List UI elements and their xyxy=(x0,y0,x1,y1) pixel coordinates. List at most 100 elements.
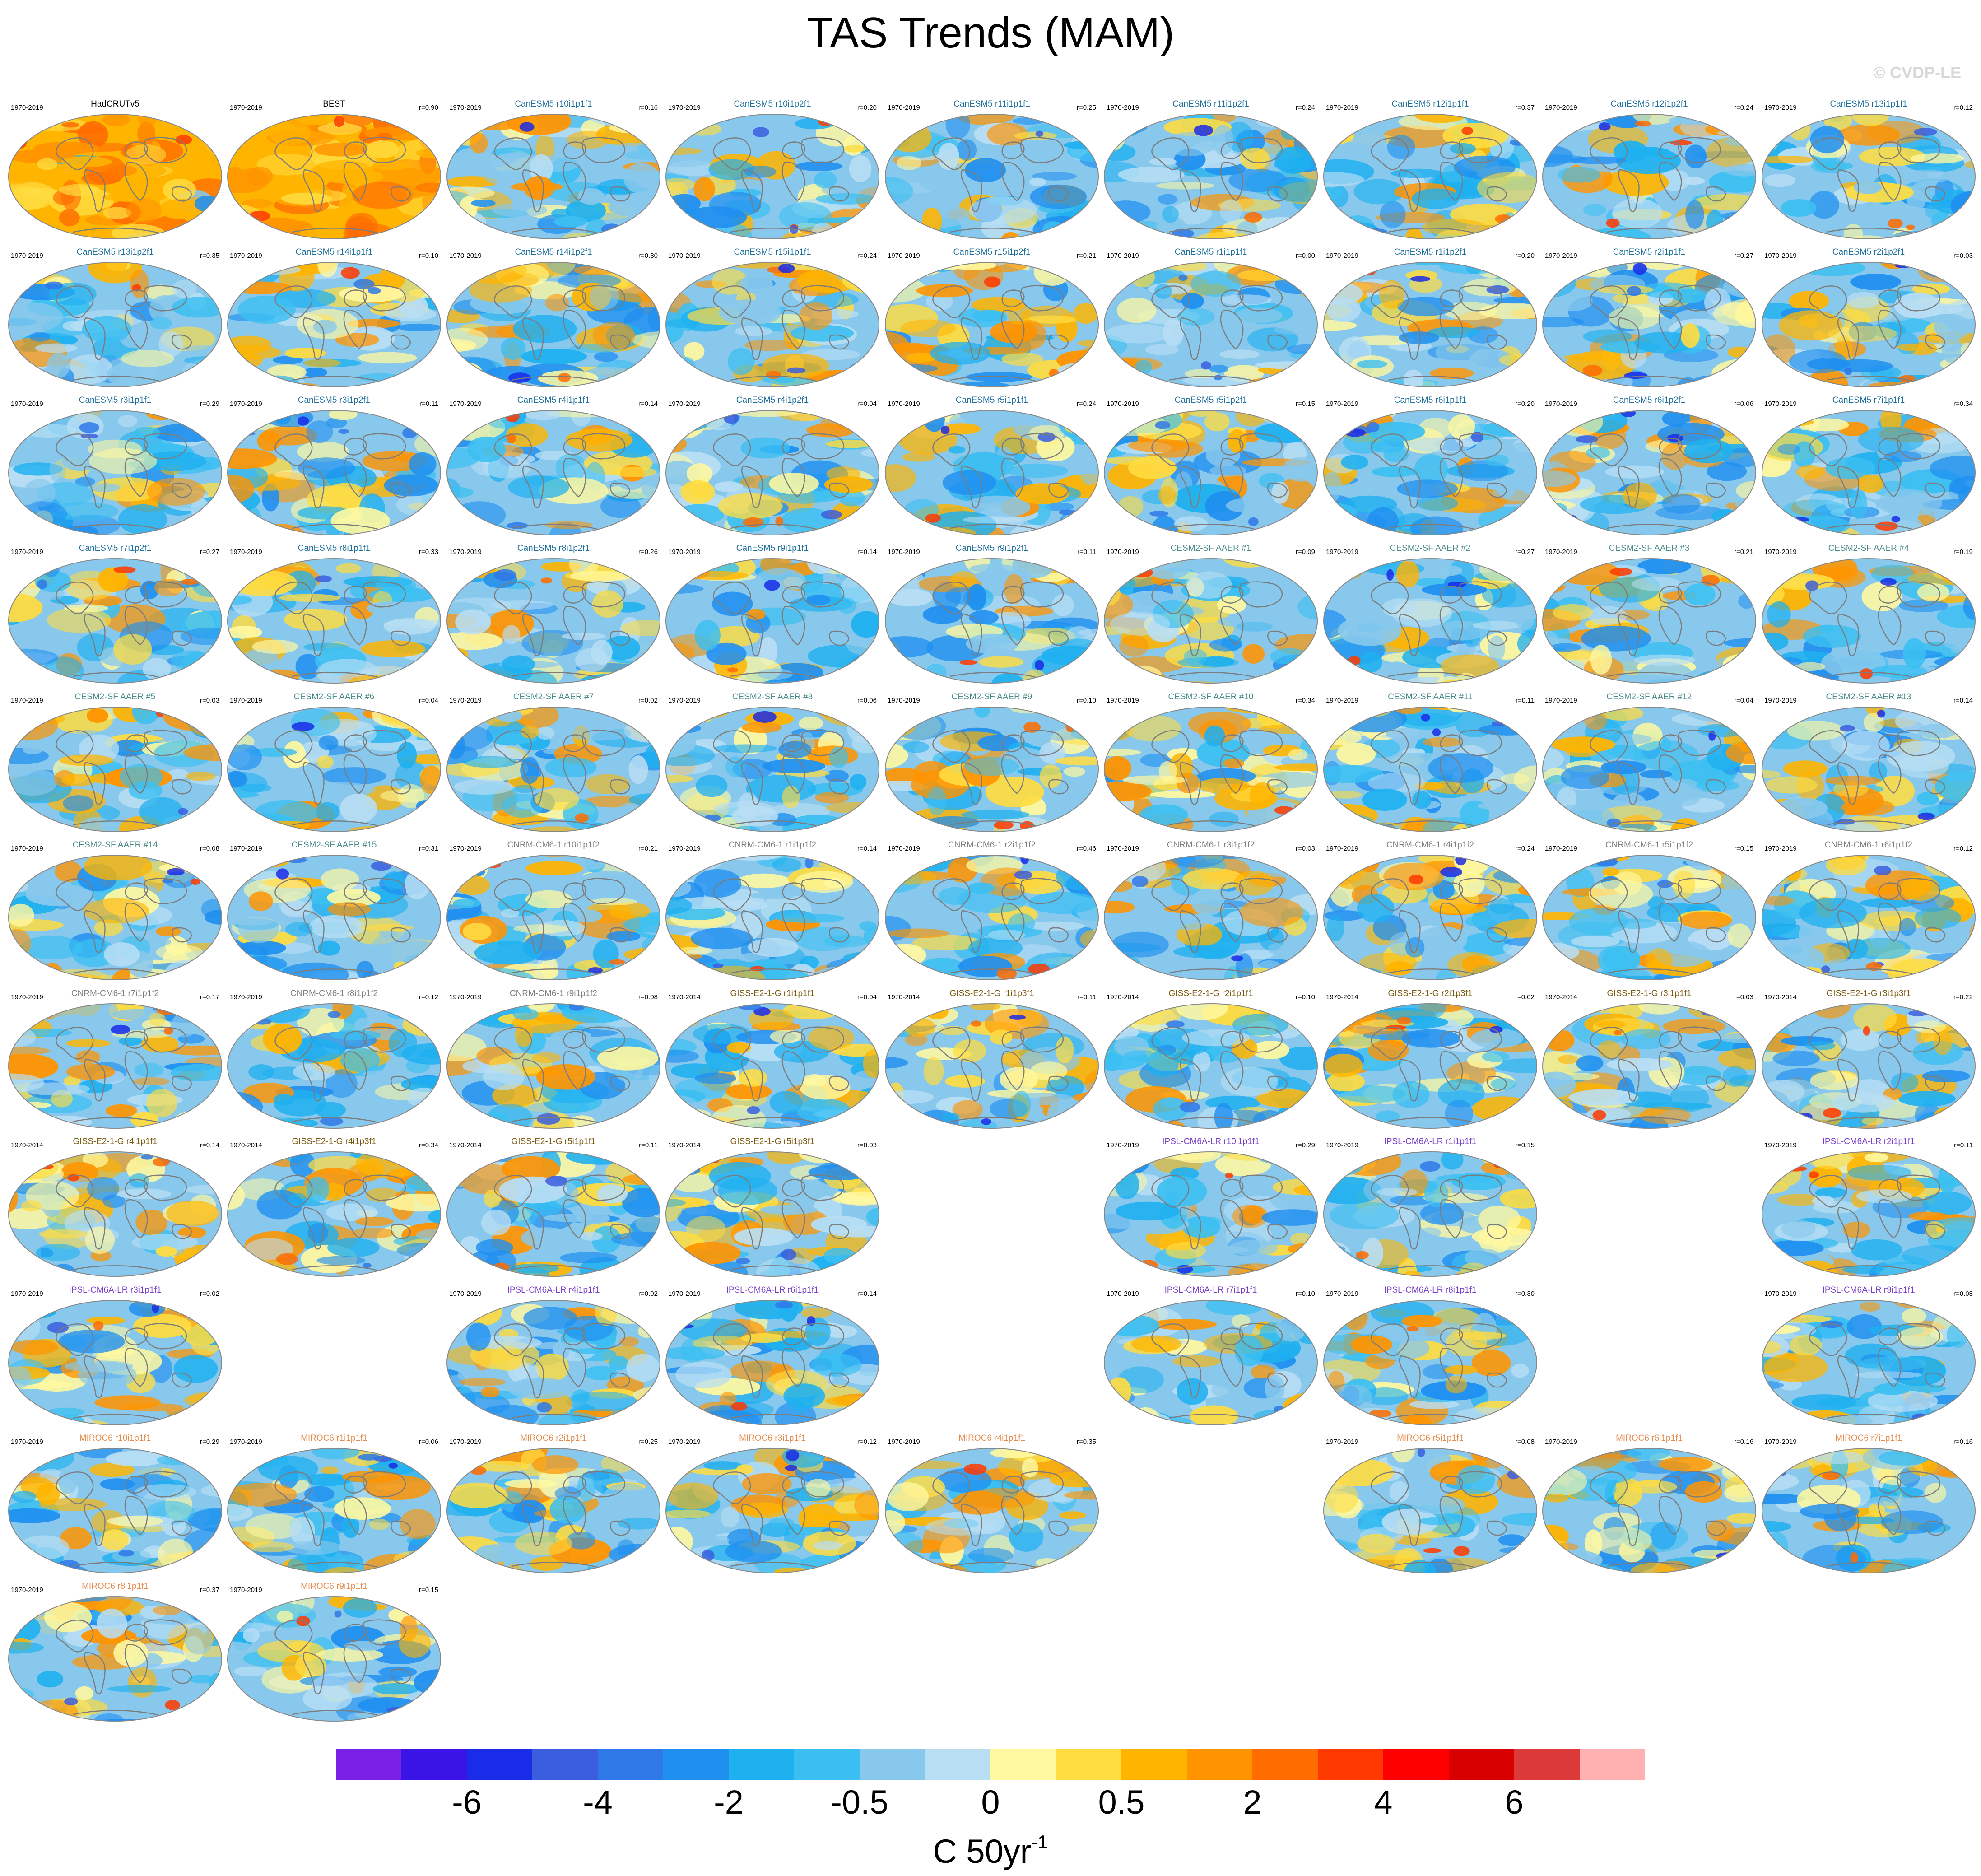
map-panel: 1970-2019 MIROC6 r1i1p1f1 r=0.06 xyxy=(224,1429,444,1576)
panel-title: GISS-E2-1-G r3i1p1f1 xyxy=(1607,989,1692,998)
map-panel: 1970-2019 CanESM5 r11i1p2f1 r=0.24 xyxy=(1101,95,1321,242)
map-outline xyxy=(665,1448,879,1573)
panel-pattern-correlation: r=0.14 xyxy=(857,1290,877,1298)
colorbar-tick-label: -2 xyxy=(714,1783,744,1821)
trend-field xyxy=(666,1004,879,1128)
map-outline xyxy=(1323,1003,1537,1129)
trend-map xyxy=(1762,262,1976,387)
map-outline xyxy=(665,262,879,387)
map-panel: 1970-2019 CanESM5 r2i1p1f1 r=0.27 xyxy=(1539,243,1759,390)
trend-field xyxy=(1324,114,1537,239)
trend-map xyxy=(446,855,660,980)
map-panel: 1970-2019 CESM2-SF AAER #1 r=0.09 xyxy=(1101,539,1321,686)
colorbar xyxy=(336,1749,1645,1780)
trend-field xyxy=(885,262,1098,387)
panel-pattern-correlation: r=0.14 xyxy=(857,548,877,556)
panel-period: 1970-2019 xyxy=(1545,1438,1577,1446)
panel-title: CESM2-SF AAER #11 xyxy=(1388,692,1473,702)
trend-field xyxy=(9,707,222,832)
map-panel: 1970-2019 CanESM5 r5i1p2f1 r=0.15 xyxy=(1101,391,1321,538)
trend-field xyxy=(447,855,660,980)
panel-period: 1970-2014 xyxy=(230,1141,262,1149)
map-outline xyxy=(8,1003,222,1129)
trend-field xyxy=(885,707,1098,832)
panel-pattern-correlation: r=0.29 xyxy=(200,400,219,408)
panel-pattern-correlation: r=0.21 xyxy=(1077,252,1096,260)
trend-map xyxy=(1323,707,1537,832)
map-panel: 1970-2019 CanESM5 r7i1p1f1 r=0.34 xyxy=(1759,391,1978,538)
trend-map xyxy=(8,558,222,684)
panel-pattern-correlation: r=0.03 xyxy=(200,697,219,704)
map-outline xyxy=(1542,558,1756,684)
map-outline xyxy=(885,707,1099,832)
trend-field xyxy=(1104,559,1317,683)
panel-period: 1970-2019 xyxy=(1326,104,1358,112)
map-outline xyxy=(1323,558,1537,684)
panel-period: 1970-2019 xyxy=(11,1290,43,1298)
trend-map xyxy=(1762,1300,1976,1425)
panel-period: 1970-2019 xyxy=(1764,1438,1797,1446)
trend-field xyxy=(447,114,660,239)
panel-pattern-correlation: r=0.29 xyxy=(200,1438,219,1446)
map-panel: 1970-2019 CESM2-SF AAER #13 r=0.14 xyxy=(1759,688,1978,834)
trend-map xyxy=(1323,1003,1537,1129)
map-panel: 1970-2019 CESM2-SF AAER #12 r=0.04 xyxy=(1539,688,1759,834)
panel-pattern-correlation: r=0.08 xyxy=(638,993,658,1001)
trend-field xyxy=(9,262,222,387)
panel-period: 1970-2014 xyxy=(668,993,701,1001)
panel-title: CanESM5 r8i1p2f1 xyxy=(517,544,590,553)
panel-period: 1970-2019 xyxy=(230,400,262,408)
map-outline xyxy=(446,707,660,832)
colorbar-swatch xyxy=(467,1749,532,1780)
trend-map xyxy=(227,707,441,832)
colorbar-tick-label: 0 xyxy=(981,1783,1000,1821)
panel-period: 1970-2019 xyxy=(11,400,43,408)
map-outline xyxy=(665,855,879,980)
panel-period: 1970-2019 xyxy=(1326,400,1358,408)
map-panel: 1970-2019 CanESM5 r14i1p2f1 r=0.30 xyxy=(444,243,663,390)
trend-field xyxy=(228,855,441,980)
map-outline xyxy=(665,114,879,239)
panel-title: IPSL-CM6A-LR r3i1p1f1 xyxy=(69,1285,162,1295)
map-panel: 1970-2019 IPSL-CM6A-LR r3i1p1f1 r=0.02 xyxy=(5,1281,225,1428)
map-panel: 1970-2019 CNRM-CM6-1 r10i1p1f2 r=0.21 xyxy=(444,836,663,982)
panel-title: CanESM5 r3i1p2f1 xyxy=(298,396,371,405)
map-panel: 1970-2019 CanESM5 r11i1p1f1 r=0.25 xyxy=(882,95,1102,242)
map-outline xyxy=(1104,1300,1318,1425)
trend-map xyxy=(8,1448,222,1573)
panel-pattern-correlation: r=0.03 xyxy=(1953,252,1973,260)
panel-title: CanESM5 r7i1p2f1 xyxy=(79,544,152,553)
map-panel: 1970-2014 GISS-E2-1-G r5i1p1f1 r=0.11 xyxy=(444,1132,663,1279)
panel-pattern-correlation: r=0.16 xyxy=(638,104,658,112)
trend-field xyxy=(1762,1300,1975,1425)
trend-field xyxy=(1543,1004,1756,1128)
trend-map xyxy=(1104,114,1318,239)
trend-field xyxy=(1762,114,1975,239)
trend-map xyxy=(1542,114,1756,239)
map-panel: 1970-2019 CESM2-SF AAER #8 r=0.06 xyxy=(663,688,882,834)
units-exponent: -1 xyxy=(1031,1831,1048,1853)
panel-pattern-correlation: r=0.34 xyxy=(1296,697,1315,704)
trend-map xyxy=(446,262,660,387)
panel-title: CNRM-CM6-1 r2i1p1f2 xyxy=(948,840,1036,850)
map-outline xyxy=(1762,114,1976,239)
panel-pattern-correlation: r=0.27 xyxy=(1734,252,1753,260)
panel-period: 1970-2019 xyxy=(449,400,482,408)
map-outline xyxy=(1542,262,1756,387)
map-panel: 1970-2019 CESM2-SF AAER #14 r=0.08 xyxy=(5,836,225,982)
panel-title: CanESM5 r6i1p2f1 xyxy=(1613,396,1686,405)
panel-period: 1970-2019 xyxy=(888,400,920,408)
panel-pattern-correlation: r=0.25 xyxy=(1077,104,1096,112)
trend-map xyxy=(446,1151,660,1277)
map-panel: 1970-2019 CanESM5 r15i1p1f1 r=0.24 xyxy=(663,243,882,390)
map-panel: 1970-2014 GISS-E2-1-G r4i1p1f1 r=0.14 xyxy=(5,1132,225,1279)
panel-pattern-correlation: r=0.12 xyxy=(1953,104,1973,112)
map-outline xyxy=(885,262,1099,387)
trend-field xyxy=(228,707,441,832)
panel-title: CanESM5 r2i1p2f1 xyxy=(1832,247,1905,257)
trend-map xyxy=(446,410,660,535)
panel-pattern-correlation: r=0.35 xyxy=(200,252,219,260)
panel-title: MIROC6 r4i1p1f1 xyxy=(958,1434,1025,1443)
trend-map xyxy=(665,114,879,239)
panel-pattern-correlation: r=0.02 xyxy=(1515,993,1535,1001)
